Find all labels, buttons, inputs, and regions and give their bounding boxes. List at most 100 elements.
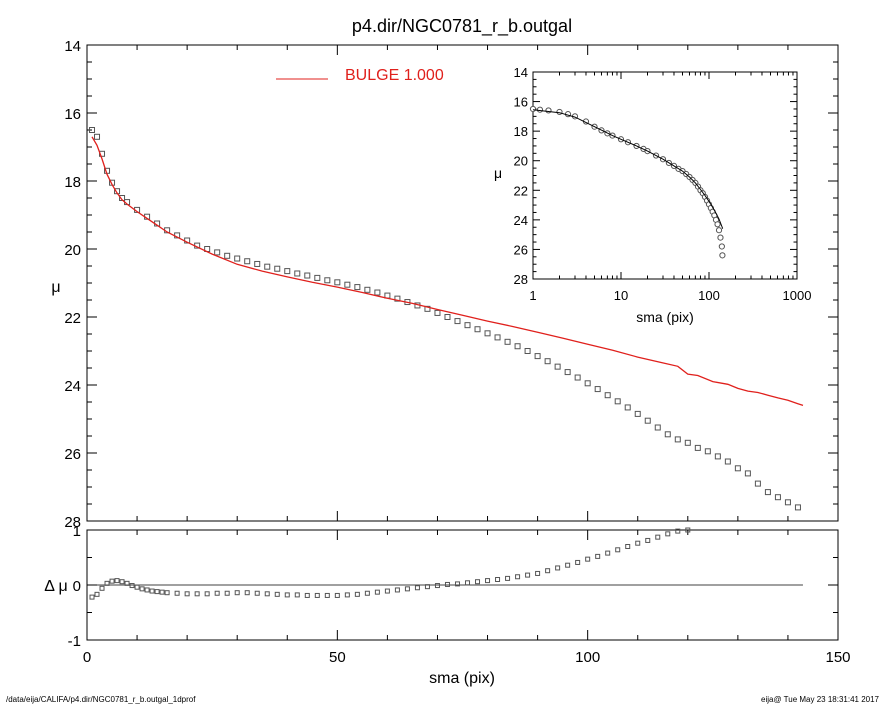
residual-x-tick-label: 50: [329, 649, 346, 666]
residual-data-point: [274, 591, 280, 597]
residual-data-point: [109, 578, 115, 584]
main-data-point: [94, 133, 101, 140]
residual-data-point: [635, 540, 641, 546]
inset-y-tick-label: 18: [514, 124, 528, 139]
main-data-point: [674, 436, 681, 443]
residual-data-point: [645, 537, 651, 543]
main-data-point: [744, 470, 751, 477]
residual-data-point: [154, 589, 160, 595]
main-data-point: [324, 277, 331, 284]
inset-y-tick-label: 20: [514, 154, 528, 169]
residual-data-point: [675, 528, 681, 534]
main-data-point: [474, 326, 481, 333]
main-data-point: [89, 127, 96, 133]
residual-data-point: [334, 592, 340, 598]
main-y-tick-label: 16: [64, 106, 81, 123]
bulge-model-line: [91, 136, 804, 407]
main-y-tick-label: 28: [64, 514, 81, 531]
main-data-point: [554, 363, 561, 370]
main-data-point: [724, 458, 731, 465]
inset-y-tick-label: 16: [514, 95, 528, 110]
inset-data-point: [717, 234, 724, 241]
main-data-point: [734, 465, 741, 472]
residual-data-point: [505, 575, 511, 581]
residual-y-axis-label: Δ μ: [44, 578, 67, 595]
main-data-point: [774, 494, 781, 501]
residual-data-point: [244, 590, 250, 596]
inset-y-tick-label: 22: [514, 183, 528, 198]
inset-data-point: [719, 252, 726, 259]
residual-data-point: [394, 587, 400, 593]
main-data-point: [354, 284, 361, 291]
residual-data-point: [585, 556, 591, 562]
residual-data-point: [685, 527, 691, 533]
residual-data-point: [99, 585, 105, 591]
residual-data-point: [424, 584, 430, 590]
main-data-point: [434, 309, 441, 316]
main-data-point: [344, 281, 351, 288]
main-data-point: [494, 334, 501, 341]
residual-data-point: [144, 587, 150, 593]
main-data-point: [694, 444, 701, 451]
main-data-point: [504, 338, 511, 345]
main-y-tick-label: 22: [64, 310, 81, 327]
residual-data-point: [114, 578, 120, 584]
residual-data-point: [434, 583, 440, 589]
residual-data-point: [404, 586, 410, 592]
main-data-point: [234, 255, 241, 262]
main-data-point: [284, 268, 291, 275]
main-data-point: [684, 439, 691, 446]
residual-data-point: [575, 559, 581, 565]
inset-plot: 14 16 18 20 22 24 26 281 10 100 1000 sma (pix) μ: [494, 65, 812, 325]
chart-title: p4.dir/NGC0781_r_b.outgal: [352, 16, 572, 37]
residual-data-point: [119, 579, 125, 585]
main-y-axis-label: μ: [51, 279, 60, 296]
residual-data-point: [314, 592, 320, 598]
inset-data-point: [715, 227, 723, 234]
residual-data-point: [194, 591, 200, 597]
main-data-point: [244, 258, 251, 265]
residual-x-tick-label: 0: [83, 649, 91, 666]
main-data-point: [654, 424, 661, 431]
residual-data-point: [254, 590, 260, 596]
main-data-point: [704, 448, 711, 455]
main-data-point: [784, 499, 791, 506]
residual-data-point: [414, 585, 420, 591]
main-data-point: [214, 249, 221, 256]
main-data-point: [564, 369, 571, 376]
inset-frame: [532, 71, 798, 280]
inset-x-tick-label: 10: [614, 288, 628, 303]
residual-data-point: [89, 594, 95, 600]
residual-data-point: [495, 577, 501, 582]
inset-y-tick-label: 28: [514, 272, 528, 287]
residual-data-point: [159, 589, 165, 595]
inset-data-point: [714, 221, 721, 228]
inset-data-point: [529, 105, 537, 113]
main-plot: 14 16 18 20 22 24 26 28 μ BULGE 1.000: [51, 38, 839, 531]
main-data-point: [614, 398, 621, 405]
residual-data-point: [665, 531, 671, 537]
inset-data-point: [536, 106, 544, 113]
residual-data-point: [655, 534, 661, 540]
main-data-point: [374, 289, 381, 296]
inset-data-point: [545, 107, 552, 114]
main-data-point: [574, 374, 581, 381]
main-data-point: [514, 343, 521, 350]
residual-data-point: [525, 572, 531, 578]
residual-data-point: [284, 592, 290, 598]
residual-data-point: [134, 584, 140, 590]
main-y-tick-label: 24: [64, 378, 81, 395]
residual-data-point: [139, 586, 145, 592]
residual-data-point: [354, 591, 360, 597]
footer-file-path: /data/eija/CALIFA/p4.dir/NGC0781_r_b.out…: [6, 695, 196, 704]
residual-x-axis-label: sma (pix): [429, 670, 495, 687]
main-data-point: [274, 265, 281, 272]
main-data-point: [264, 263, 271, 270]
main-data-point: [794, 504, 801, 511]
residual-data-point: [625, 544, 631, 549]
residual-data-point: [224, 590, 230, 596]
legend-label: BULGE 1.000: [345, 67, 444, 84]
residual-data-point: [565, 562, 571, 568]
residual-data-point: [545, 568, 551, 574]
main-data-point: [604, 392, 611, 399]
